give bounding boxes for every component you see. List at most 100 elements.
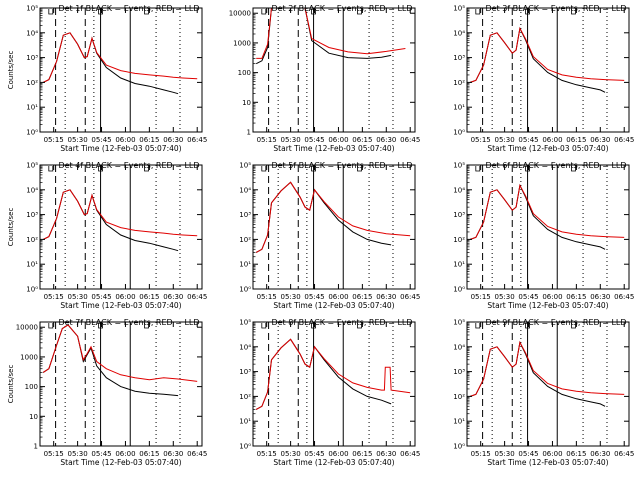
series-line-lld <box>256 8 406 59</box>
top-marker-glyph <box>261 9 267 15</box>
top-marker-glyph <box>144 166 149 172</box>
y-tick-label: 10³ <box>453 368 465 376</box>
x-axis-label: Start Time (12-Feb-03 05:07:40) <box>60 144 181 153</box>
x-tick-label: 05:30 <box>281 136 301 144</box>
x-tick-label: 06:45 <box>614 450 634 458</box>
chart-title: Det 5f BLACK = Events, RED = LLD <box>271 161 412 170</box>
top-marker-glyph <box>475 323 481 329</box>
x-tick-label: 05:30 <box>68 136 88 144</box>
plot-frame <box>39 7 203 133</box>
y-tick-label: 10 <box>242 99 251 107</box>
y-tick-label: 1 <box>247 129 251 137</box>
y-tick-label: 10⁵ <box>239 162 251 170</box>
y-tick-label: 10¹ <box>239 418 251 426</box>
top-marker-glyph <box>261 323 267 329</box>
series-line-events <box>42 324 179 397</box>
plot-frame <box>252 321 416 447</box>
x-tick-label: 06:15 <box>566 293 586 301</box>
x-axis-label: Start Time (12-Feb-03 05:07:40) <box>487 301 608 310</box>
series-line-events <box>42 32 179 95</box>
chart-panel-8: 10⁰ 10¹ 10² 10³ 10⁴ 10⁵ 05:15 05:30 05:45 06:00 06… <box>239 318 420 467</box>
chart-title: Det 6f BLACK = Events, RED = LLD <box>485 161 626 170</box>
x-tick-label: 06:00 <box>328 136 348 144</box>
plot-frame <box>466 7 630 133</box>
top-marker-glyph <box>48 166 54 172</box>
y-tick-label: 10⁵ <box>26 162 38 170</box>
x-tick-label: 05:30 <box>495 136 515 144</box>
x-tick-label: 06:45 <box>187 293 207 301</box>
y-axis-label: Counts/sec <box>7 365 15 404</box>
series-line-lld <box>42 189 198 240</box>
y-tick-label: 10 <box>29 413 38 421</box>
chart-panel-1: 10⁰ 10¹ 10² 10³ 10⁴ 10⁵ 05:15 05:30 05:45 06:00 06… <box>7 4 207 153</box>
plot-frame <box>39 321 203 447</box>
top-marker-glyph <box>571 323 576 329</box>
x-tick-label: 05:15 <box>471 450 491 458</box>
x-tick-label: 05:15 <box>471 293 491 301</box>
y-tick-label: 10³ <box>453 211 465 219</box>
y-tick-label: 1 <box>34 443 38 451</box>
y-tick-label: 10² <box>453 236 465 244</box>
y-tick-label: 10⁴ <box>453 186 465 194</box>
chart-title: Det 7f BLACK = Events, RED = LLD <box>58 318 199 327</box>
x-tick-label: 05:15 <box>44 450 64 458</box>
y-tick-label: 10⁰ <box>453 286 465 294</box>
x-tick-label: 05:45 <box>91 450 111 458</box>
top-marker-glyph <box>311 9 316 15</box>
plot-frame <box>39 164 203 290</box>
x-tick-label: 05:15 <box>471 136 491 144</box>
x-tick-label: 05:45 <box>518 293 538 301</box>
y-tick-label: 10¹ <box>26 261 38 269</box>
top-marker-glyph <box>98 166 103 172</box>
x-tick-label: 06:15 <box>566 450 586 458</box>
top-marker-glyph <box>311 323 316 329</box>
x-tick-label: 06:15 <box>352 450 372 458</box>
chart-panel-6: 10⁰ 10¹ 10² 10³ 10⁴ 10⁵ 05:15 05:30 05:45 06:00 06… <box>453 161 634 310</box>
top-marker-glyph <box>475 166 481 172</box>
y-axis-label: Counts/sec <box>7 208 15 247</box>
x-tick-label: 06:00 <box>328 450 348 458</box>
y-tick-label: 10000 <box>229 10 251 18</box>
top-marker-glyph <box>525 323 530 329</box>
chart-panel-4: 10⁰ 10¹ 10² 10³ 10⁴ 10⁵ 05:15 05:30 05:45 06:00 06… <box>7 161 207 310</box>
top-marker-glyph <box>571 166 576 172</box>
x-tick-label: 05:15 <box>257 136 277 144</box>
series-line-events <box>255 338 392 410</box>
y-tick-label: 10³ <box>453 54 465 62</box>
y-tick-label: 10⁴ <box>239 186 251 194</box>
series-line-lld <box>470 26 625 83</box>
x-tick-label: 05:45 <box>518 450 538 458</box>
x-tick-label: 06:15 <box>139 136 159 144</box>
top-marker-glyph <box>311 166 316 172</box>
x-axis-label: Start Time (12-Feb-03 05:07:40) <box>60 458 181 467</box>
y-tick-label: 10⁵ <box>26 5 38 13</box>
x-tick-label: 05:15 <box>44 293 64 301</box>
y-tick-label: 10⁵ <box>239 319 251 327</box>
x-tick-label: 05:45 <box>91 293 111 301</box>
top-marker-glyph <box>525 166 530 172</box>
y-tick-label: 10⁰ <box>453 129 465 137</box>
top-marker-glyph <box>571 9 576 15</box>
chart-title: Det 4f BLACK = Events, RED = LLD <box>58 161 199 170</box>
x-tick-label: 06:15 <box>139 450 159 458</box>
series-line-lld <box>255 181 411 253</box>
chart-title: Det 1f BLACK = Events, RED = LLD <box>58 4 199 13</box>
x-tick-label: 05:45 <box>518 136 538 144</box>
y-tick-label: 10⁴ <box>26 186 38 194</box>
series-line-lld <box>470 340 625 397</box>
y-tick-label: 100 <box>25 383 38 391</box>
top-marker-glyph <box>98 323 103 329</box>
x-axis-label: Start Time (12-Feb-03 05:07:40) <box>60 301 181 310</box>
top-marker-glyph <box>144 323 149 329</box>
x-tick-label: 05:30 <box>281 293 301 301</box>
x-tick-label: 05:30 <box>495 450 515 458</box>
y-tick-label: 10⁵ <box>453 5 465 13</box>
y-tick-label: 10⁰ <box>239 286 251 294</box>
top-marker-glyph <box>98 9 103 15</box>
y-tick-label: 10⁵ <box>453 162 465 170</box>
x-tick-label: 05:30 <box>68 293 88 301</box>
y-tick-label: 10⁴ <box>239 343 251 351</box>
x-axis-label: Start Time (12-Feb-03 05:07:40) <box>273 301 394 310</box>
chart-title: Det 3f BLACK = Events, RED = LLD <box>485 4 626 13</box>
chart-title: Det 9f BLACK = Events, RED = LLD <box>485 318 626 327</box>
